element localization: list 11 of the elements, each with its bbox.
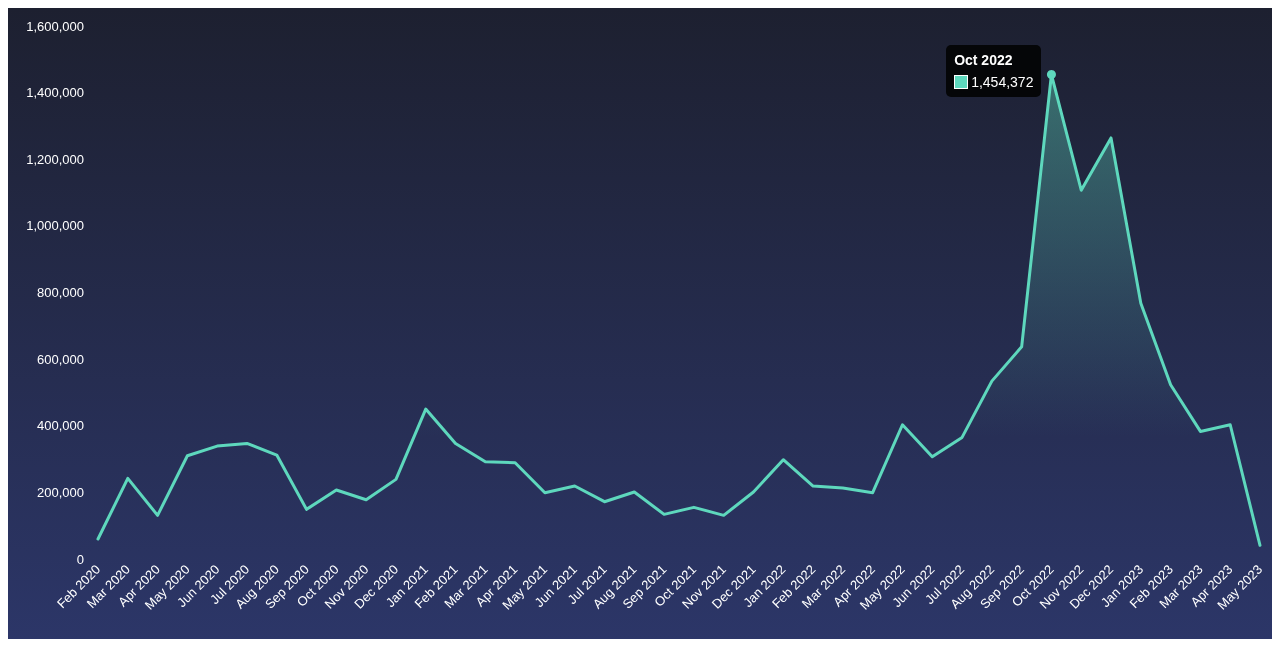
y-tick-label: 400,000 (37, 418, 84, 434)
data-label: 1,454,372 (971, 73, 1034, 90)
y-tick-label: 1,600,000 (26, 18, 84, 34)
y-tick-label: 1,200,000 (26, 151, 84, 167)
annotation: Oct 2022 (954, 51, 1014, 68)
y-tick-label: 600,000 (37, 351, 84, 367)
y-tick-label: 0 (76, 551, 84, 567)
y-tick-label: 1,000,000 (26, 218, 84, 234)
y-tick-label: 200,000 (37, 484, 84, 500)
y-tick-label: 1,400,000 (26, 85, 84, 101)
y-tick-label: 800,000 (37, 285, 84, 300)
